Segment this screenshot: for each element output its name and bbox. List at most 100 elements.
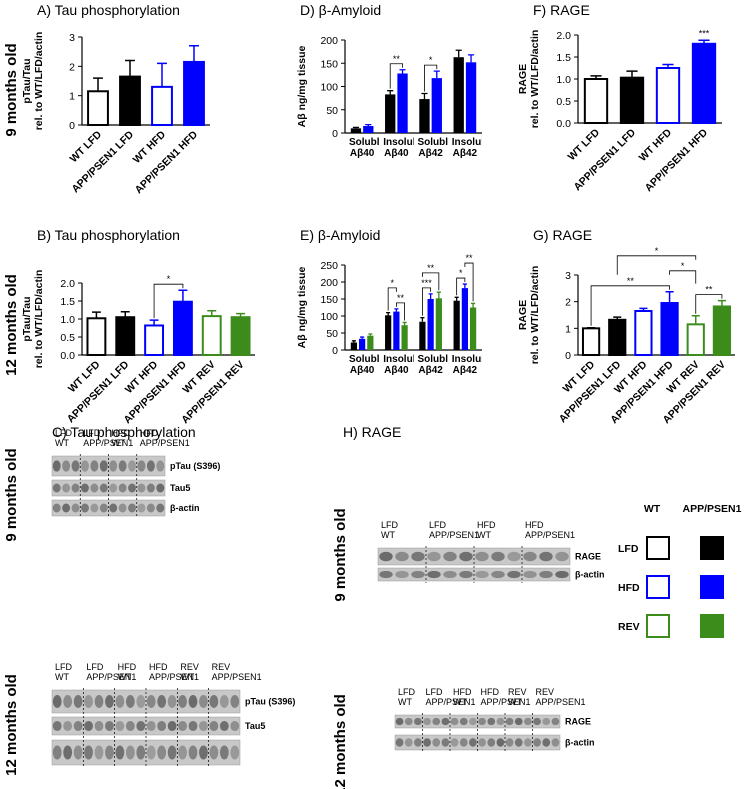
significance-bracket [456, 277, 466, 296]
band-label: Tau5 [170, 483, 190, 493]
significance-bracket [422, 287, 432, 316]
blot-band [491, 551, 505, 562]
blot-band [491, 570, 505, 579]
lane-label: WT [112, 438, 126, 448]
blot-band [423, 738, 431, 747]
bar [431, 78, 442, 133]
bar [363, 126, 374, 133]
blot-band [63, 695, 73, 708]
blot-band [395, 717, 404, 726]
error-bar [665, 291, 674, 303]
bar [461, 288, 468, 350]
lane-label: HFD [477, 520, 496, 530]
y-tick-label: 1.0 [60, 314, 75, 326]
blot-band [230, 720, 240, 732]
blot-band [105, 720, 114, 732]
blot-band [137, 503, 146, 513]
blot-band [496, 717, 505, 726]
bar [230, 316, 251, 357]
legend-swatch-filled [700, 536, 724, 560]
blot-band [146, 460, 155, 472]
y-tick-label: 0 [69, 120, 75, 132]
blot-band [427, 570, 441, 579]
blot-band [136, 745, 146, 760]
blot-band [414, 717, 422, 726]
lane-label: APP/PSEN1 [86, 672, 136, 682]
blot-band [81, 503, 89, 513]
y-tick-label: 150 [320, 58, 338, 70]
blot-band [128, 503, 136, 513]
blot-band [52, 695, 62, 708]
lane-label: WT [180, 672, 194, 682]
blot-band [404, 717, 413, 726]
blot-band [533, 717, 541, 726]
blot-band [156, 503, 165, 513]
y-axis-label: rel. to WT/LFD/actin [529, 266, 541, 365]
blot-band [99, 503, 108, 513]
lane-label: WT [508, 697, 522, 707]
blot-band [99, 483, 108, 493]
blot-band [496, 738, 505, 747]
y-tick-label: 100 [320, 82, 338, 94]
significance-bracket [590, 285, 670, 326]
y-axis-label: Aβ ng/mg tissue [296, 46, 308, 128]
significance: *** [699, 28, 710, 38]
x-tick-label: Soluble Aβ42 [417, 354, 448, 376]
blot-band [73, 695, 83, 708]
blot-band [423, 717, 431, 726]
significance: ** [627, 276, 635, 286]
bar [359, 338, 366, 350]
bar [401, 325, 408, 350]
error-bar [386, 311, 391, 316]
blot-band [99, 460, 108, 472]
blot-band [209, 695, 219, 708]
blot-band [62, 460, 71, 472]
band-label: RAGE [565, 717, 591, 727]
bar [427, 299, 434, 350]
blot-band [94, 695, 104, 708]
blot-band [81, 483, 89, 493]
blot-band [136, 720, 146, 732]
bar [183, 60, 205, 126]
lane-label: WT [118, 672, 132, 682]
y-tick-label: 50 [326, 328, 338, 340]
blot-band [146, 720, 156, 732]
y-axis-label: pTau/Tau [21, 296, 33, 341]
significance: * [459, 268, 463, 278]
blot-band [427, 551, 441, 562]
lane-label: LFD [426, 687, 444, 697]
significance-bracket [395, 302, 405, 321]
chart-title: G) RAGE [533, 227, 592, 243]
blot-band [432, 717, 441, 726]
blot-band [514, 717, 523, 726]
y-axis-label: RAGE [517, 64, 529, 94]
error-bar [462, 283, 467, 289]
blot-band [81, 460, 89, 472]
x-tick-label: Insoluble Aβ40 [383, 354, 413, 376]
y-axis-label: Aβ ng/mg tissue [296, 267, 308, 349]
bar [172, 300, 193, 356]
bar [87, 90, 109, 127]
significance-bracket [153, 283, 184, 319]
blot-band [84, 745, 93, 760]
blot-band [62, 503, 71, 513]
lane-label: APP/PSEN1 [149, 672, 199, 682]
lane-label: HFD [525, 520, 544, 530]
y-tick-label: 1 [565, 323, 571, 335]
error-bar [93, 77, 103, 92]
band-label: pTau (S396) [170, 461, 220, 471]
bar [419, 99, 430, 133]
lane-label: LFD [429, 520, 447, 530]
bar [393, 311, 400, 350]
x-tick-label-box: Insoluble Aβ42 [452, 354, 482, 376]
band-label: Tau5 [245, 721, 265, 731]
error-bar [428, 293, 433, 299]
blot-band [459, 717, 468, 726]
row-label: 12 months old [332, 694, 349, 789]
error-bar [394, 308, 399, 312]
bar [144, 324, 165, 357]
blot-band [199, 695, 208, 708]
y-tick-label: 0.0 [556, 118, 571, 130]
blot-band [146, 745, 156, 760]
